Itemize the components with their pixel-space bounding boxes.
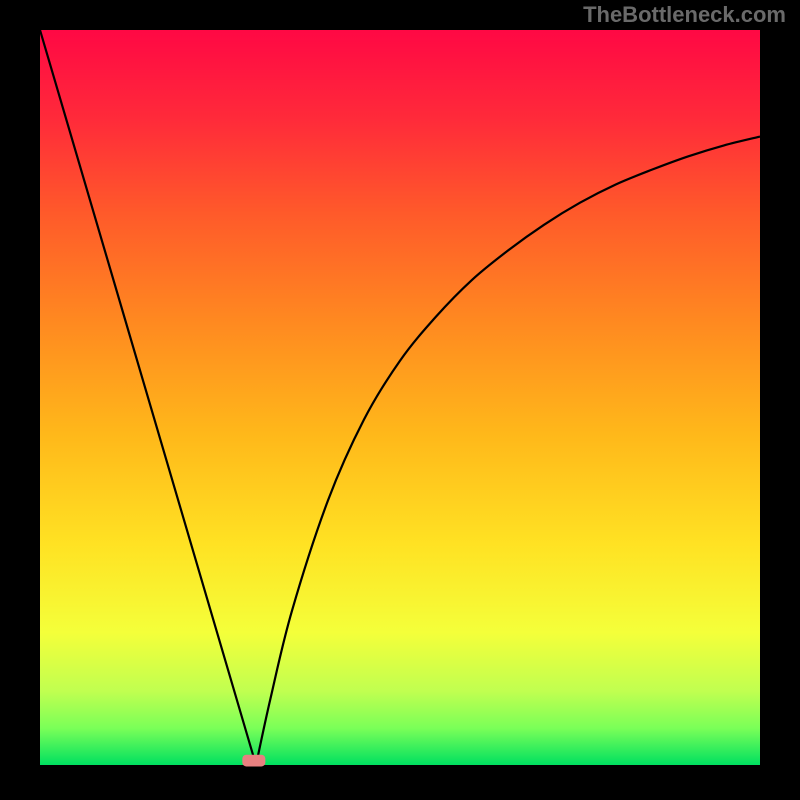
watermark-text: TheBottleneck.com xyxy=(583,2,786,28)
chart-container: TheBottleneck.com xyxy=(0,0,800,800)
bottleneck-chart xyxy=(0,0,800,800)
optimum-marker xyxy=(242,755,265,767)
